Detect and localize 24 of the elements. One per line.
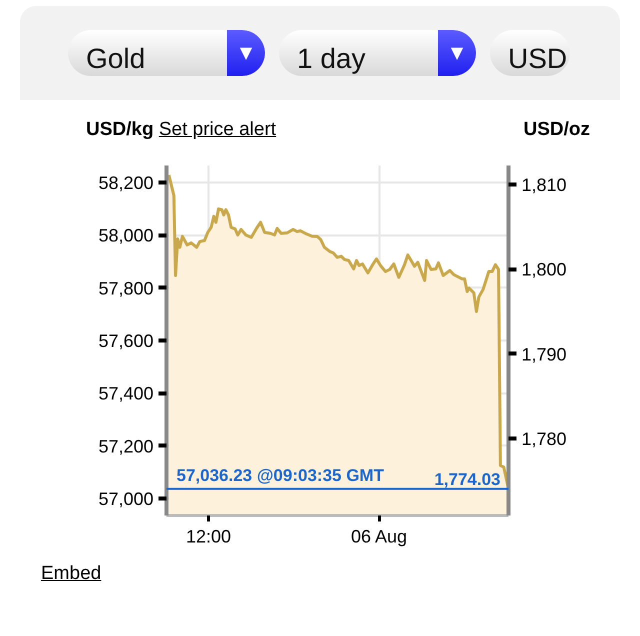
y2-tick-label: 1,810: [522, 175, 567, 196]
text: 1 day: [297, 42, 366, 76]
y-tick-label: 57,400: [98, 384, 154, 404]
text: Set price alert: [158, 119, 276, 140]
text: USD: [508, 42, 568, 76]
y-tick-label: 57,000: [98, 488, 154, 509]
text: Gold: [86, 42, 146, 76]
y-tick-label: 57,600: [98, 331, 154, 351]
text: ▼: [227, 30, 265, 76]
y-tick-label: 58,000: [98, 226, 154, 246]
x-tick-label: 06 Aug: [351, 526, 408, 546]
y2-axis-title: USD/oz: [524, 119, 590, 140]
y-axis-title: USD/kg: [86, 119, 154, 140]
y2-tick-label: 1,780: [522, 428, 567, 449]
annotation: 1,774.03: [434, 470, 501, 489]
y2-tick-label: 1,800: [522, 260, 567, 280]
y-tick-label: 57,800: [98, 278, 154, 298]
y-tick-label: 57,200: [98, 436, 154, 456]
y2-tick-label: 1,790: [522, 344, 567, 364]
text: ▼: [438, 30, 476, 76]
text: Embed: [41, 563, 102, 584]
x-tick-label: 12:00: [186, 526, 232, 546]
ref-line-label: 57,036.23 @09:03:35 GMT: [176, 466, 385, 485]
y-tick-label: 58,200: [98, 173, 154, 194]
